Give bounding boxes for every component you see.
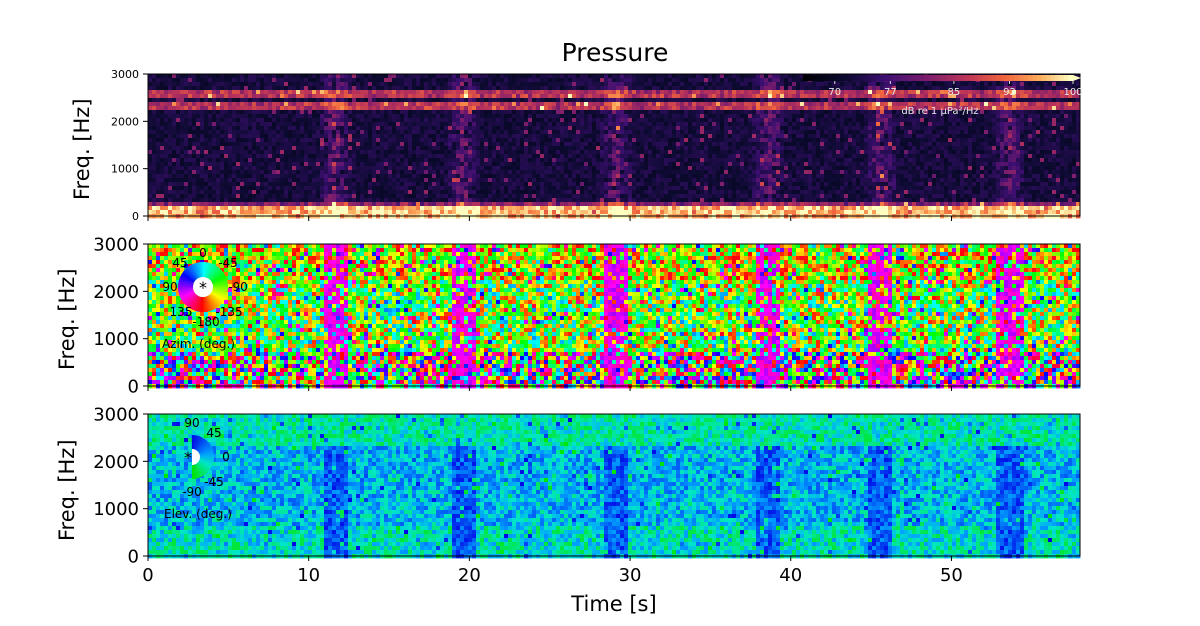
azimuth-wheel-tick-label: 90 [162, 280, 177, 294]
azimuth-wheel-tick-label: -45 [218, 256, 238, 270]
azimuth-wheel-tick-label: -90 [228, 280, 248, 294]
pressure-y-tick-label: 3000 [111, 68, 139, 81]
colorbar-tick-label: 70 [828, 87, 841, 98]
elevation-wheel-tick-label: 90 [184, 416, 199, 430]
elevation-y-tick-label: 2000 [93, 452, 139, 473]
colorbar-tick-label: 85 [948, 87, 961, 98]
elevation-y-tick-label: 0 [128, 546, 139, 567]
x-tick-label: 30 [619, 565, 642, 586]
elevation-wheel-tick-label: -45 [204, 475, 224, 489]
colorbar-tick-label: 77 [884, 87, 897, 98]
azimuth-y-tick-label: 1000 [93, 329, 139, 350]
azimuth-spectrogram-image [148, 244, 1080, 388]
pressure-y-tick-label: 2000 [111, 115, 139, 128]
elevation-wheel-tick-label: -90 [182, 485, 202, 499]
elevation-wheel-tick-label: 0 [222, 450, 230, 464]
x-tick-label: 40 [779, 565, 802, 586]
azimuth-wheel-label: Azim. (deg.) [162, 337, 235, 351]
sensor-marker-icon: * [184, 448, 192, 467]
sensor-marker-icon: * [199, 278, 207, 297]
x-tick-label: 10 [297, 565, 320, 586]
elevation-y-tick-label: 1000 [93, 499, 139, 520]
azimuth-y-tick-label: 0 [128, 376, 139, 397]
azimuth-wheel-tick-label: -180 [192, 315, 219, 329]
azimuth-y-tick-label: 3000 [93, 234, 139, 255]
elevation-wheel-tick-label: 45 [206, 426, 221, 440]
azimuth-wheel-tick-label: 45 [172, 256, 187, 270]
x-tick-label: 0 [142, 565, 153, 586]
x-tick-label: 50 [940, 565, 963, 586]
elevation-spectrogram-image [148, 414, 1080, 558]
azimuth-wheel-tick-label: 135 [170, 305, 193, 319]
elevation-wheel-label: Elev. (deg.) [164, 507, 232, 521]
pressure-y-tick-label: 1000 [111, 163, 139, 176]
colorbar-tick-label: 100 [1063, 87, 1082, 98]
pressure-y-tick-label: 0 [132, 210, 139, 223]
elevation-y-tick-label: 3000 [93, 404, 139, 425]
colorbar-tick-label: 92 [1003, 87, 1016, 98]
x-tick-label: 20 [458, 565, 481, 586]
colorbar-label: dB re 1 µPa²/Hz [901, 106, 978, 117]
azimuth-wheel-tick-label: 0 [199, 246, 207, 260]
pressure-spectrogram-image [148, 74, 1080, 218]
azimuth-y-tick-label: 2000 [93, 282, 139, 303]
